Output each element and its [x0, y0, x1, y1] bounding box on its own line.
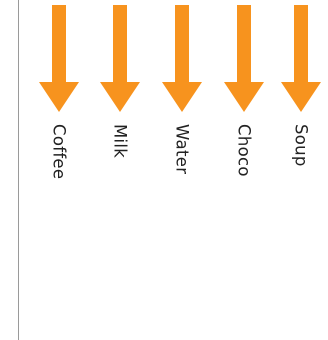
arrow-down-icon [224, 5, 264, 112]
option-label: Milk [110, 124, 130, 159]
option-choco[interactable]: Choco [218, 0, 270, 210]
option-milk[interactable]: Milk [94, 0, 146, 210]
option-label: Water [172, 124, 192, 175]
arrow-down-icon [281, 5, 321, 112]
drink-selection-panel: Coffee Milk Water Choco Soup [18, 0, 328, 340]
option-water[interactable]: Water [156, 0, 208, 210]
arrow-down-icon [39, 5, 79, 112]
option-label: Coffee [49, 124, 69, 180]
option-label: Choco [234, 124, 254, 177]
arrow-down-icon [162, 5, 202, 112]
option-soup[interactable]: Soup [275, 0, 327, 210]
option-coffee[interactable]: Coffee [33, 0, 85, 210]
arrow-down-icon [100, 5, 140, 112]
option-label: Soup [291, 124, 311, 167]
